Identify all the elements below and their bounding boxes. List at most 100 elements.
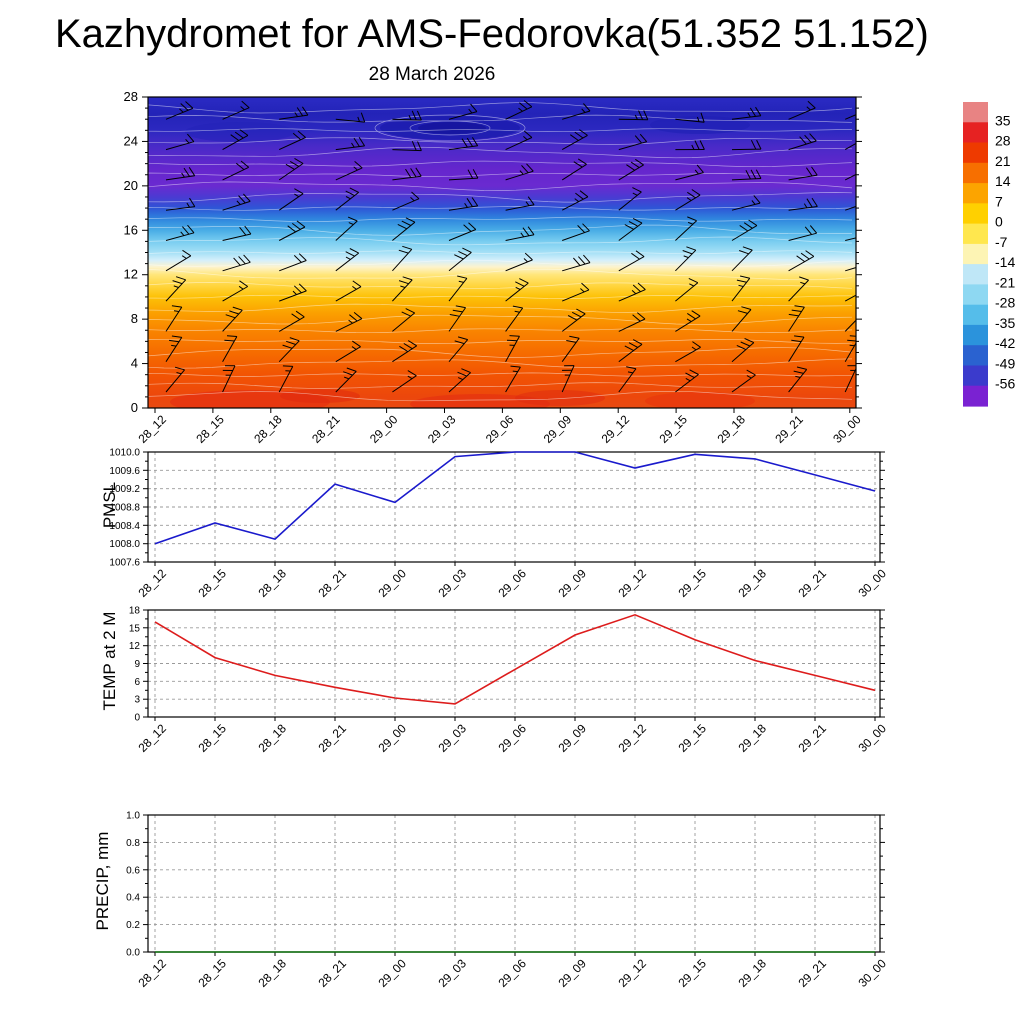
temp2m-xtick-label: 28_21 <box>315 721 349 755</box>
precip-xtick-label: 29_18 <box>735 956 769 990</box>
colorbar-segment <box>963 385 988 407</box>
precip-ytick-label: 0.6 <box>126 865 140 876</box>
colorbar-tick-label: -42 <box>995 335 1015 351</box>
pmsl-xtick-label: 29_15 <box>675 566 709 600</box>
colorbar-tick-label: -14 <box>995 254 1015 270</box>
pmsl-ytick-label: 1009.6 <box>109 466 140 477</box>
temp2m-xtick-label: 28_18 <box>255 721 289 755</box>
colorbar-segment <box>963 102 988 123</box>
temp2m-grid <box>148 610 880 717</box>
temp2m-ytick-label: 9 <box>134 659 140 670</box>
heatmap-blob <box>185 122 295 142</box>
heatmap-xtick-label: 29_15 <box>657 412 691 446</box>
pmsl-xtick-label: 29_21 <box>795 566 829 600</box>
heatmap-ytick-label: 16 <box>124 222 138 237</box>
colorbar-segment <box>963 304 988 326</box>
heatmap-axes <box>142 96 862 413</box>
pmsl-ticks <box>143 451 885 566</box>
wind-barbs <box>165 100 856 393</box>
pmsl-xtick-label: 29_03 <box>435 566 469 600</box>
temp2m-xtick-label: 30_00 <box>855 721 889 755</box>
temp2m-xtick-label: 29_09 <box>555 721 589 755</box>
precip-ticks <box>143 814 885 956</box>
temperature-cross-section <box>148 97 856 408</box>
precip-xtick-label: 29_21 <box>795 956 829 990</box>
pmsl-xtick-label: 28_12 <box>135 566 169 600</box>
colorbar-segment <box>963 284 988 306</box>
pmsl-panel <box>143 451 885 566</box>
colorbar-tick-label: -21 <box>995 274 1015 290</box>
colorbar-segment <box>963 203 988 225</box>
pmsl-ytick-label: 1008.0 <box>109 539 140 550</box>
heatmap-xtick-label: 28_21 <box>309 412 343 446</box>
temp2m-xtick-label: 28_12 <box>135 721 169 755</box>
colorbar-tick-label: -56 <box>995 376 1015 392</box>
heatmap-ytick-label: 8 <box>131 311 138 326</box>
temp2m-ytick-label: 15 <box>129 623 141 634</box>
heatmap-blob <box>280 389 360 403</box>
colorbar-tick-label: 0 <box>995 214 1003 230</box>
pmsl-ytick-label: 1010.0 <box>109 448 140 459</box>
heatmap-xtick-label: 30_00 <box>830 412 864 446</box>
heatmap-ytick-label: 20 <box>124 178 138 193</box>
precip-panel <box>143 814 885 956</box>
heatmap-xtick-label: 29_21 <box>772 412 806 446</box>
precip-xtick-label: 28_12 <box>135 956 169 990</box>
temp2m-ytick-label: 6 <box>134 677 140 688</box>
pmsl-xtick-label: 28_21 <box>315 566 349 600</box>
colorbar-segment <box>963 324 988 346</box>
heatmap-blob <box>418 122 486 134</box>
colorbar-tick-label: 28 <box>995 133 1011 149</box>
temp2m-xtick-label: 29_18 <box>735 721 769 755</box>
temp2m-ytick-label: 18 <box>129 606 141 617</box>
page-title: Kazhydromet for AMS-Fedorovka(51.352 51.… <box>55 12 929 56</box>
temp2m-xtick-label: 28_15 <box>195 721 229 755</box>
temp2m-ticks <box>143 609 885 721</box>
colorbar-segment <box>963 345 988 367</box>
precip-border <box>147 814 881 953</box>
heatmap-xtick-label: 29_12 <box>599 412 633 446</box>
heatmap-xtick-label: 29_09 <box>541 412 575 446</box>
pmsl-ytick-label: 1008.4 <box>109 521 140 532</box>
precip-ytick-label: 1.0 <box>126 811 140 822</box>
precip-xtick-label: 29_00 <box>375 956 409 990</box>
precip-xtick-label: 28_15 <box>195 956 229 990</box>
heatmap-blob <box>515 390 605 406</box>
pmsl-ytick-label: 1009.2 <box>109 484 140 495</box>
precip-grid <box>148 815 880 952</box>
precip-xtick-label: 29_09 <box>555 956 589 990</box>
colorbar-segment <box>963 142 988 164</box>
temp2m-xtick-label: 29_15 <box>675 721 709 755</box>
precip-xtick-label: 29_15 <box>675 956 709 990</box>
precip-xtick-label: 30_00 <box>855 956 889 990</box>
temp2m-xtick-label: 29_03 <box>435 721 469 755</box>
heatmap-blob <box>645 392 755 408</box>
pmsl-xtick-label: 28_15 <box>195 566 229 600</box>
colorbar-segment <box>963 243 988 265</box>
heatmap-ytick-label: 4 <box>131 356 138 371</box>
precip-xtick-label: 28_21 <box>315 956 349 990</box>
heatmap-xtick-label: 28_12 <box>135 412 169 446</box>
precip-xtick-label: 29_12 <box>615 956 649 990</box>
colorbar-tick-label: -7 <box>995 234 1008 250</box>
pmsl-ytick-label: 1008.8 <box>109 503 140 514</box>
heatmap-ytick-label: 28 <box>124 89 138 104</box>
contour-lines <box>148 102 853 402</box>
pmsl-xtick-label: 29_00 <box>375 566 409 600</box>
colorbar-segment <box>963 223 988 245</box>
temp2m-xtick-label: 29_12 <box>615 721 649 755</box>
colorbar-tick-label: -49 <box>995 356 1015 372</box>
colorbar-tick-label: 35 <box>995 112 1011 128</box>
precip-ytick-label: 0.4 <box>126 893 140 904</box>
heatmap-ytick-label: 0 <box>131 400 138 415</box>
pmsl-xtick-label: 29_18 <box>735 566 769 600</box>
colorbar-segment <box>963 365 988 387</box>
pmsl-line <box>154 451 876 545</box>
heatmap-ytick-label: 24 <box>124 133 138 148</box>
heatmap-xtick-label: 29_03 <box>425 412 459 446</box>
heatmap-xtick-label: 29_06 <box>483 412 517 446</box>
colorbar-segment <box>963 162 988 184</box>
temp2m-ytick-label: 12 <box>129 641 141 652</box>
precip-xtick-label: 28_18 <box>255 956 289 990</box>
